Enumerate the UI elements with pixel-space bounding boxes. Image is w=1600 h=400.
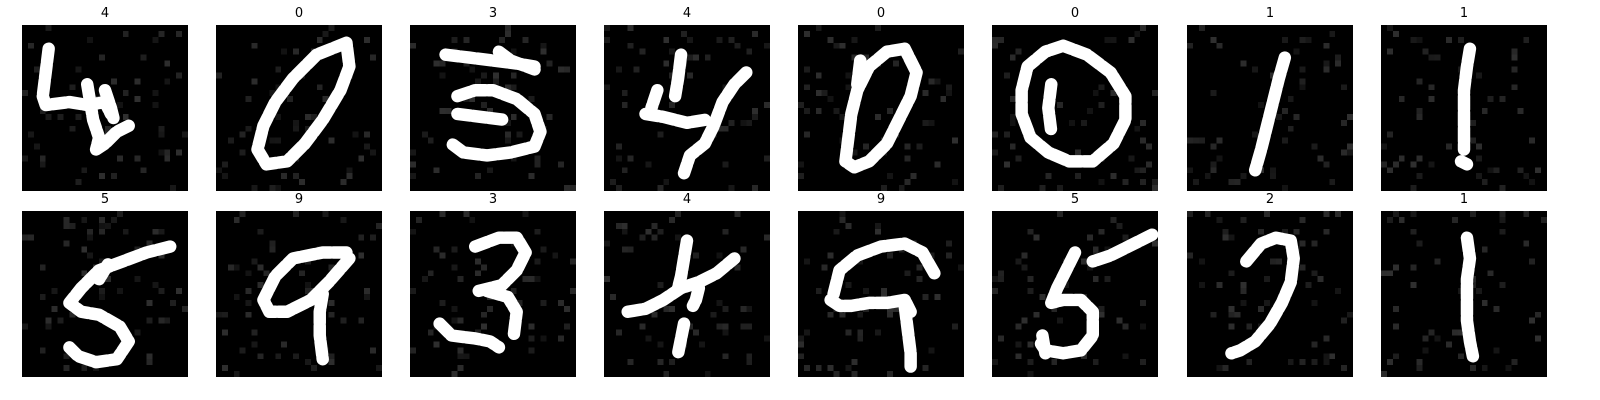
digit-label: 4 (682, 192, 692, 207)
digit-tile: 4 (22, 4, 188, 191)
digit-tile: 4 (604, 4, 770, 191)
2-icon (1187, 211, 1353, 372)
digit-tile: 0 (216, 4, 382, 191)
3-flat-icon (410, 25, 576, 191)
digit-label: 0 (294, 6, 304, 21)
digit-image (1187, 25, 1353, 191)
digit-label: 3 (488, 6, 498, 21)
digit-label: 9 (876, 192, 886, 207)
digit-label: 1 (1265, 6, 1275, 21)
digit-label: 0 (1070, 6, 1080, 21)
digit-image (216, 211, 382, 377)
digit-image (22, 211, 188, 377)
digit-image (798, 25, 964, 191)
digit-tile: 1 (1381, 190, 1547, 377)
digit-label: 1 (1459, 192, 1469, 207)
digit-tile: 1 (1381, 4, 1547, 191)
digit-label: 5 (1070, 192, 1080, 207)
digit-image (410, 211, 576, 377)
1-thick-icon (1381, 211, 1547, 377)
digit-label: 5 (100, 192, 110, 207)
4-open-icon (604, 25, 770, 191)
digit-image (992, 211, 1158, 377)
digit-tile: 3 (410, 4, 576, 191)
digit-tile: 5 (992, 190, 1158, 377)
1-straight-icon (1381, 25, 1542, 191)
digit-tile: 0 (798, 4, 964, 191)
5-icon (22, 211, 188, 372)
digit-label: 2 (1265, 192, 1275, 207)
digit-image (216, 25, 382, 191)
digit-image (1187, 211, 1353, 377)
digit-label: 3 (488, 192, 498, 207)
digit-label: 4 (100, 6, 110, 21)
digit-image (1381, 211, 1547, 377)
digit-image (410, 25, 576, 191)
digit-image (798, 211, 964, 377)
digit-tile: 0 (992, 4, 1158, 191)
digit-label: 4 (682, 6, 692, 21)
3-curved-icon (410, 211, 576, 377)
digit-tile: 5 (22, 190, 188, 377)
digit-tile: 2 (1187, 190, 1353, 377)
digit-tile: 9 (798, 190, 964, 377)
digit-label: 0 (876, 6, 886, 21)
0-narrow-icon (216, 25, 377, 191)
digit-tile: 9 (216, 190, 382, 377)
9-arched-icon (798, 211, 964, 377)
digit-image (22, 25, 188, 191)
digit-image (1381, 25, 1547, 191)
digit-image (992, 25, 1158, 191)
digit-label: 1 (1459, 6, 1469, 21)
9-loop-icon (216, 211, 382, 377)
digit-image (604, 25, 770, 191)
0-slanted-icon (798, 25, 964, 191)
digit-tile: 1 (1187, 4, 1353, 191)
digit-tile: 4 (604, 190, 770, 377)
digit-image (604, 211, 770, 377)
digit-label: 9 (294, 192, 304, 207)
0-round-icon (992, 25, 1158, 191)
4-broken-icon (604, 211, 770, 377)
digit-tile: 3 (410, 190, 576, 377)
4-wide-icon (22, 25, 188, 191)
1-slanted-icon (1187, 25, 1353, 191)
5-tall-icon (992, 211, 1158, 377)
